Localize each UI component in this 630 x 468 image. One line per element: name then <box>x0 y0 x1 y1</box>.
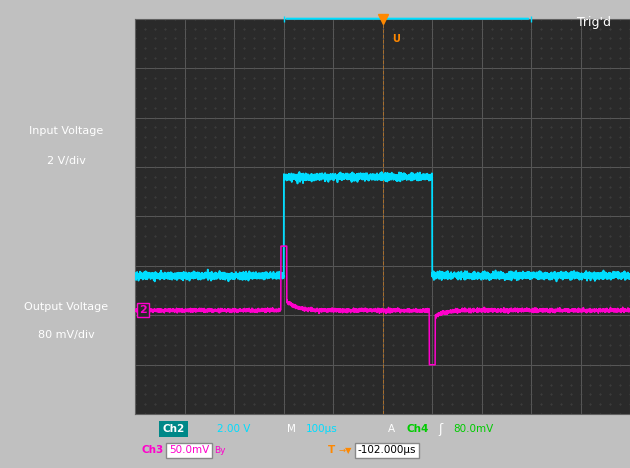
Text: 80.0mV: 80.0mV <box>454 424 494 434</box>
Text: M: M <box>287 424 295 434</box>
Text: Ch2: Ch2 <box>162 424 185 434</box>
Text: By: By <box>214 446 226 455</box>
Text: T: T <box>328 445 335 455</box>
Text: 2.00 V: 2.00 V <box>217 424 251 434</box>
Text: ʃ: ʃ <box>438 423 442 436</box>
Text: 50.0mV: 50.0mV <box>169 445 209 455</box>
Text: 80 mV/div: 80 mV/div <box>38 329 94 340</box>
Text: 2: 2 <box>139 306 147 315</box>
Text: →▼: →▼ <box>338 446 352 455</box>
Text: 100μs: 100μs <box>306 424 337 434</box>
Text: Trig'd: Trig'd <box>577 16 611 29</box>
Text: Input Voltage: Input Voltage <box>29 126 103 136</box>
Text: Output Voltage: Output Voltage <box>24 301 108 312</box>
Text: 2 V/div: 2 V/div <box>47 156 86 167</box>
Text: Ch3: Ch3 <box>142 445 164 455</box>
Text: Ch4: Ch4 <box>406 424 429 434</box>
Text: U: U <box>392 34 399 44</box>
Text: -102.000μs: -102.000μs <box>358 445 416 455</box>
Text: A: A <box>387 424 394 434</box>
